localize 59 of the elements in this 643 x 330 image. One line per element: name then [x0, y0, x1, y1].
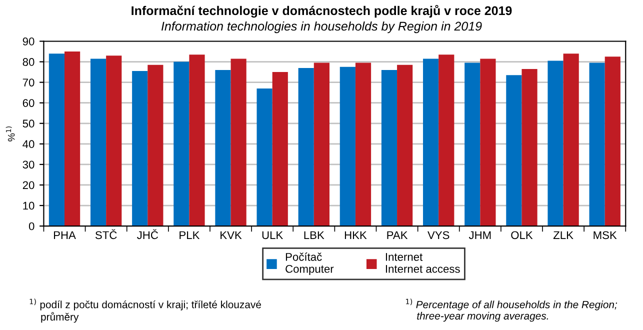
x-tick-label: LBK — [304, 231, 324, 239]
x-tick-label: STČ — [95, 229, 117, 240]
bar — [563, 54, 579, 226]
legend-label: Počítač Computer — [286, 252, 334, 276]
bar — [215, 70, 231, 226]
bar — [256, 88, 272, 226]
bar — [480, 58, 496, 226]
bar — [438, 54, 454, 226]
y-tick-label: 70 — [22, 78, 34, 86]
y-tick-label: 0 — [28, 222, 34, 230]
bar — [48, 54, 65, 226]
bar — [64, 52, 80, 226]
bar — [148, 64, 164, 226]
x-tick-label: PAK — [387, 231, 408, 239]
text: $^{1)}$ podíl z počtu domácností v kraji; tříleté klouzavé průměry — [30, 298, 261, 323]
bar — [132, 71, 148, 226]
bar — [381, 70, 398, 226]
x-tick-label: VYS — [428, 231, 450, 240]
bar — [314, 62, 330, 226]
x-tick-label: JHČ — [137, 229, 158, 240]
x-tick-label: JHM — [468, 231, 491, 240]
y-tick-label: 30 — [22, 160, 34, 169]
x-tick-label: OLK — [511, 231, 533, 240]
bar — [397, 64, 413, 226]
y-tick-label: 20 — [22, 181, 34, 190]
y-tick-label: 80 — [22, 58, 34, 66]
x-tick-label: MSK — [594, 231, 617, 240]
y-tick-label: 10 — [23, 202, 34, 210]
y-axis-title: %$^{1)}$ — [6, 126, 15, 142]
bar — [230, 58, 246, 226]
bar — [106, 56, 122, 226]
x-tick-label: KVK — [220, 231, 242, 239]
y-tick-label: 50 — [22, 120, 34, 128]
bar — [272, 72, 288, 226]
bar — [423, 58, 439, 226]
bar — [189, 54, 205, 226]
x-tick-label: PHA — [54, 231, 76, 239]
y-tick-label: 90 — [22, 38, 34, 46]
bar — [589, 62, 605, 226]
chart-title: Informační technologie v domácnostech podle krajů v roce 2019 — [132, 4, 512, 18]
x-tick-label: ULK — [262, 231, 284, 240]
legend-label: Internet Internet access — [386, 253, 460, 273]
bar — [604, 56, 620, 226]
y-tick-label: 40 — [22, 140, 34, 148]
bar — [506, 75, 522, 226]
x-tick-label: PLK — [180, 231, 200, 239]
bar — [174, 62, 190, 226]
bar — [522, 68, 538, 226]
bar — [90, 58, 106, 226]
y-tick-label: 60 — [22, 99, 34, 107]
bar — [355, 62, 372, 226]
bar — [548, 60, 564, 226]
x-tick-label: ZLK — [553, 231, 574, 239]
bar — [464, 62, 480, 226]
bar — [298, 68, 314, 226]
x-tick-label: HKK — [344, 231, 367, 239]
chart-subtitle: Information technologies in households by Region in 2019 — [161, 21, 482, 34]
text: $^{1)}$ Percentage of all households in the Region; three-year moving averages. — [406, 298, 618, 322]
bar — [340, 66, 356, 226]
